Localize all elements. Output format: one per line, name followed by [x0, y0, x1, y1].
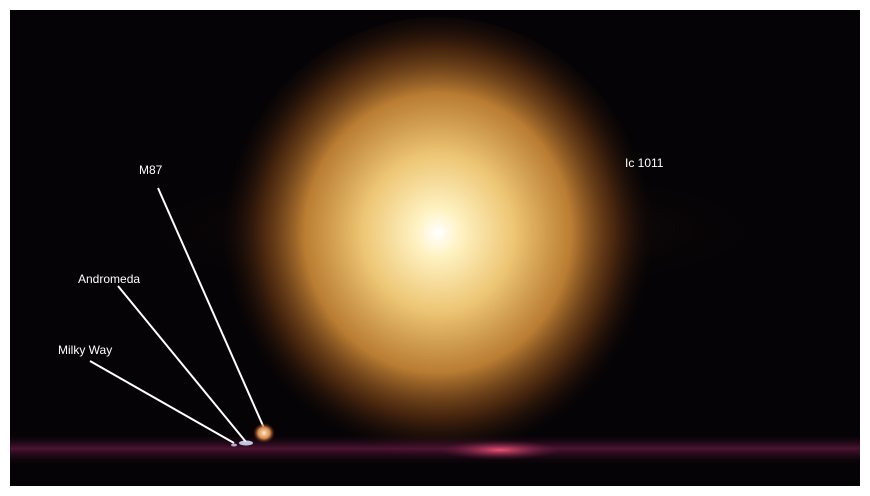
milkyway-galaxy: [231, 443, 237, 447]
andromeda-pointer-line: [117, 285, 247, 443]
m87-label: M87: [139, 163, 163, 177]
galaxy-size-comparison-scene: M87 Andromeda Milky Way Ic 1011: [10, 10, 860, 486]
milkyway-pointer-line: [89, 360, 235, 444]
milky-way-label: Milky Way: [58, 343, 113, 357]
ground-plane: [10, 435, 860, 465]
ic1011-galaxy: [223, 17, 653, 467]
m87-galaxy: [253, 423, 275, 443]
ground-hotspot: [440, 440, 560, 460]
galaxy-illustration: [10, 17, 860, 467]
andromeda-galaxy: [239, 440, 253, 446]
andromeda-label: Andromeda: [78, 272, 141, 286]
m87-pointer-line: [157, 187, 265, 429]
ic1011-label: Ic 1011: [625, 156, 664, 170]
